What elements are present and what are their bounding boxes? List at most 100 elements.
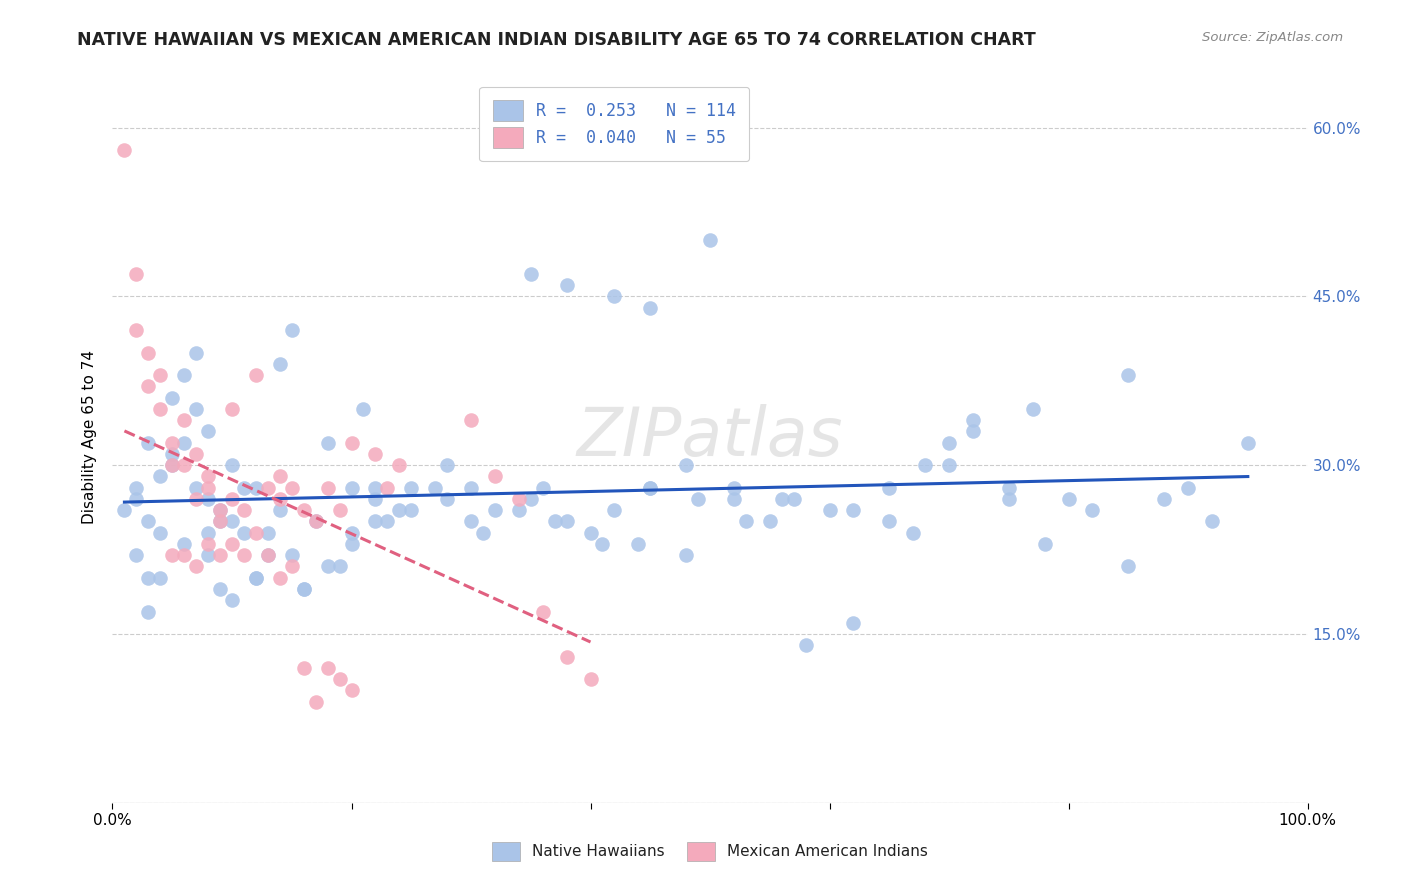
Point <box>329 503 352 517</box>
Point <box>388 458 411 473</box>
Point <box>245 481 267 495</box>
Point <box>269 571 291 585</box>
Point <box>173 548 195 562</box>
Point <box>162 391 183 405</box>
Point <box>245 571 267 585</box>
Point <box>292 503 315 517</box>
Point <box>627 537 650 551</box>
Point <box>316 481 339 495</box>
Point <box>460 481 482 495</box>
Point <box>508 503 530 517</box>
Point <box>688 491 710 506</box>
Point <box>879 515 901 529</box>
Point <box>842 615 865 630</box>
Point <box>162 435 183 450</box>
Point <box>257 525 280 540</box>
Point <box>197 525 219 540</box>
Point <box>149 401 172 416</box>
Point <box>233 548 256 562</box>
Point <box>520 267 543 281</box>
Point <box>186 491 208 506</box>
Point <box>484 503 506 517</box>
Point <box>388 503 411 517</box>
Point <box>484 469 506 483</box>
Point <box>269 469 291 483</box>
Point <box>162 447 183 461</box>
Point <box>364 447 387 461</box>
Point <box>531 481 554 495</box>
Point <box>257 548 280 562</box>
Point <box>364 491 387 506</box>
Point <box>520 491 543 506</box>
Point <box>173 435 195 450</box>
Point <box>770 491 793 506</box>
Point <box>460 413 482 427</box>
Point <box>340 683 363 698</box>
Point <box>938 458 960 473</box>
Point <box>269 503 291 517</box>
Point <box>1057 491 1080 506</box>
Point <box>818 503 841 517</box>
Point <box>640 481 662 495</box>
Point <box>125 481 148 495</box>
Point <box>794 638 817 652</box>
Point <box>125 491 148 506</box>
Point <box>138 379 160 393</box>
Point <box>508 491 530 506</box>
Text: ZIPatlas: ZIPatlas <box>576 404 844 470</box>
Point <box>197 425 219 439</box>
Point <box>292 582 315 596</box>
Point <box>221 401 243 416</box>
Point <box>209 548 232 562</box>
Point <box>603 503 626 517</box>
Point <box>125 323 148 337</box>
Point <box>1033 537 1056 551</box>
Point <box>197 491 219 506</box>
Point <box>436 491 458 506</box>
Point <box>759 515 782 529</box>
Point <box>221 593 243 607</box>
Point <box>998 491 1021 506</box>
Point <box>245 571 267 585</box>
Point <box>305 515 328 529</box>
Point <box>305 694 328 708</box>
Point <box>125 548 148 562</box>
Point <box>425 481 447 495</box>
Point <box>173 458 195 473</box>
Point <box>723 481 745 495</box>
Point <box>472 525 495 540</box>
Point <box>675 548 697 562</box>
Point <box>138 605 160 619</box>
Point <box>962 413 984 427</box>
Point <box>962 425 984 439</box>
Point <box>197 469 219 483</box>
Point <box>186 401 208 416</box>
Point <box>162 458 183 473</box>
Point <box>1022 401 1045 416</box>
Point <box>938 435 960 450</box>
Point <box>125 267 148 281</box>
Point <box>281 481 304 495</box>
Point <box>640 301 662 315</box>
Point <box>186 481 208 495</box>
Point <box>377 515 399 529</box>
Point <box>531 605 554 619</box>
Point <box>340 481 363 495</box>
Point <box>603 289 626 303</box>
Point <box>138 571 160 585</box>
Point <box>292 661 315 675</box>
Point <box>543 515 565 529</box>
Point <box>340 435 363 450</box>
Point <box>1153 491 1175 506</box>
Point <box>281 323 304 337</box>
Point <box>579 525 602 540</box>
Point <box>1177 481 1199 495</box>
Point <box>401 481 423 495</box>
Point <box>221 537 243 551</box>
Point <box>162 458 183 473</box>
Point <box>173 413 195 427</box>
Point <box>998 481 1021 495</box>
Point <box>352 401 374 416</box>
Point <box>879 481 901 495</box>
Point <box>173 537 195 551</box>
